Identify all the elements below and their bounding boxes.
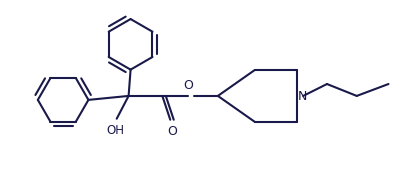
Text: O: O [166,125,176,138]
Text: N: N [297,90,306,103]
Text: OH: OH [107,124,124,137]
Text: O: O [183,79,193,92]
